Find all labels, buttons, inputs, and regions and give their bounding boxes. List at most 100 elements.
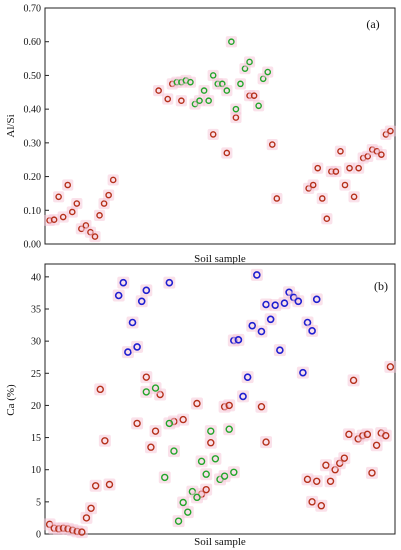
point-green [211, 455, 220, 463]
point-halo [316, 192, 328, 205]
point-red [345, 430, 353, 439]
point-halo [103, 478, 116, 491]
point-green [246, 58, 253, 66]
point-halo [98, 434, 111, 447]
point-red [232, 114, 240, 121]
point-green [220, 472, 229, 480]
point-green [228, 38, 235, 46]
point-halo [190, 491, 203, 504]
point-halo [140, 284, 153, 297]
point-red [322, 461, 330, 469]
point-red [78, 528, 86, 536]
point-halo [177, 413, 190, 426]
point-red [378, 151, 385, 158]
point-green [174, 517, 183, 525]
point-halo [62, 179, 74, 191]
panel-b-ytick-label: 20 [31, 401, 41, 412]
point-red [96, 385, 104, 394]
point-red [82, 514, 91, 522]
point-red [209, 131, 217, 138]
point-halo [260, 298, 273, 311]
point-halo [93, 209, 106, 221]
point-red [317, 502, 326, 510]
point-green [196, 97, 203, 105]
point-green [187, 78, 194, 86]
point-halo [312, 162, 324, 174]
point-halo [71, 197, 83, 210]
point-halo [310, 293, 323, 306]
point-red [337, 147, 344, 155]
point-halo [198, 85, 210, 97]
panel-b-xlabel: Soil sample [194, 536, 246, 548]
point-halo [230, 103, 242, 115]
point-red [309, 181, 317, 189]
point-blue [280, 299, 289, 308]
point-halo [223, 423, 236, 436]
point-halo [177, 496, 190, 509]
point-halo [306, 495, 319, 508]
point-halo [321, 213, 333, 225]
point-blue [266, 315, 275, 324]
point-green [161, 473, 169, 482]
point-halo [140, 385, 153, 398]
point-red [147, 443, 155, 451]
point-blue [124, 348, 132, 356]
panel-a-ytick-label: 0.40 [24, 105, 42, 116]
point-red [326, 477, 335, 485]
point-halo [107, 174, 119, 186]
point-halo [149, 382, 162, 395]
point-halo [307, 179, 319, 191]
point-halo [384, 125, 397, 137]
point-red [368, 469, 376, 477]
point-red [101, 437, 109, 445]
point-red [151, 427, 160, 435]
point-halo [225, 36, 237, 48]
point-halo [234, 78, 247, 90]
point-halo [195, 455, 208, 468]
panel-a-y-axis: 0.00 0.10 0.20 0.30 0.40 0.50 0.60 0.70 [24, 4, 49, 251]
panel-b-ytick-label: 0 [36, 530, 41, 541]
panel-b-label: (b) [374, 279, 388, 293]
panel-a-ytick-label: 0.60 [24, 37, 42, 48]
point-halo [209, 452, 222, 465]
point-red [386, 363, 395, 371]
point-halo [347, 374, 360, 387]
point-halo [121, 346, 134, 359]
point-halo [140, 371, 153, 384]
panel-b-ytick-label: 35 [31, 305, 41, 316]
point-red [308, 498, 316, 506]
point-green [202, 470, 210, 478]
point-red [193, 399, 201, 408]
point-halo [163, 417, 176, 430]
point-halo [117, 276, 130, 289]
point-green [142, 388, 151, 396]
point-halo [353, 162, 365, 174]
point-halo [266, 138, 278, 151]
point-halo [334, 145, 347, 157]
panel-a-label: (a) [366, 17, 379, 31]
point-halo [339, 179, 351, 191]
point-blue [243, 373, 252, 381]
panel-b-ytick-label: 25 [31, 369, 41, 380]
point-halo [131, 340, 144, 353]
point-halo [241, 371, 254, 384]
point-green [255, 102, 262, 110]
point-halo [301, 473, 314, 486]
point-halo [66, 206, 78, 218]
point-halo [163, 276, 176, 289]
point-blue [239, 392, 247, 401]
point-halo [250, 268, 263, 281]
point-red [349, 376, 358, 385]
point-halo [203, 95, 215, 107]
point-halo [221, 147, 233, 159]
point-red [340, 454, 349, 462]
point-blue [165, 278, 174, 287]
point-red [96, 212, 103, 219]
panel-a-ytick-label: 0.70 [24, 4, 42, 15]
point-red [314, 164, 322, 172]
point-halo [112, 289, 125, 302]
point-green [207, 427, 215, 435]
point-halo [172, 515, 185, 528]
panel-b-frame [44, 263, 396, 535]
point-blue [262, 300, 270, 309]
